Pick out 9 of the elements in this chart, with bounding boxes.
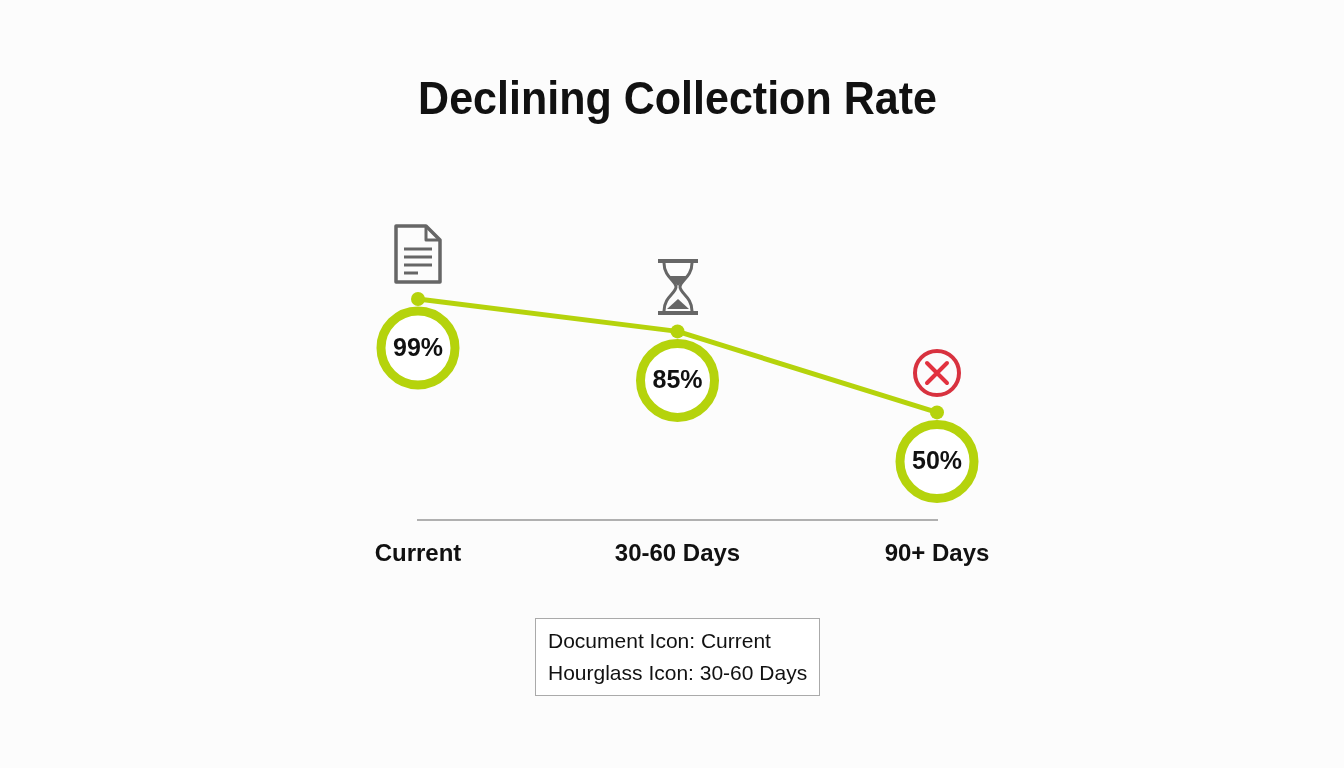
data-label: 99% [392, 332, 444, 361]
data-label: 50% [911, 446, 963, 475]
x-tick-label: Current [374, 539, 462, 567]
x-tick-label: 90+ Days [884, 539, 990, 567]
text: Hourglass Icon: 30-60 Days [548, 660, 808, 686]
chart-title: Declining Collection Rate [418, 72, 937, 124]
data-label: 85% [652, 365, 703, 394]
text: Document Icon: Current [548, 628, 772, 654]
x-tick-label: 30-60 Days [614, 539, 741, 567]
